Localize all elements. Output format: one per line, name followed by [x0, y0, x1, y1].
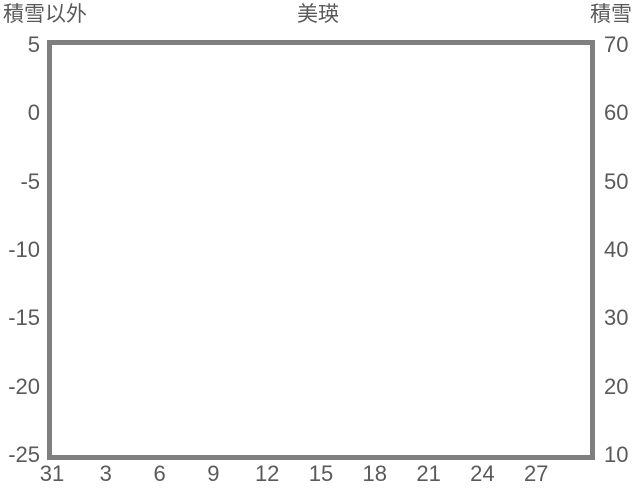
- right-axis-title: 積雪: [590, 3, 632, 26]
- right-axis-tick-label: 40: [604, 237, 629, 262]
- x-axis-tick-label: 3: [99, 461, 112, 486]
- left-axis-tick-label: 5: [27, 32, 40, 57]
- right-axis-tick-label: 70: [604, 32, 629, 57]
- left-axis-tick-label: -20: [8, 373, 40, 399]
- right-axis-tick-label: 10: [604, 442, 629, 467]
- left-axis-title: 積雪以外: [3, 3, 87, 26]
- left-axis-tick-label: -10: [8, 237, 40, 262]
- x-axis-tick-label: 15: [308, 461, 334, 486]
- x-axis-tick-label: 6: [153, 461, 166, 486]
- left-axis-tick-label: -15: [8, 305, 40, 331]
- right-axis-tick-label: 60: [604, 100, 629, 126]
- right-axis-tick-label: 50: [604, 168, 629, 194]
- left-axis-tick-label: -25: [8, 442, 40, 467]
- chart-title: 美瑛: [297, 3, 339, 26]
- x-axis-tick-label: 12: [254, 461, 280, 486]
- x-axis-tick-label: 18: [362, 461, 388, 486]
- plot-frame: [47, 40, 595, 460]
- left-axis-tick-label: -5: [20, 168, 40, 194]
- x-axis-tick-label: 31: [39, 461, 65, 486]
- x-axis-tick-label: 24: [470, 461, 495, 486]
- left-axis-tick-label: 0: [27, 100, 40, 126]
- right-axis-tick-label: 20: [604, 373, 629, 399]
- x-axis-tick-label: 27: [523, 461, 549, 486]
- x-axis-tick-label: 9: [207, 461, 220, 486]
- right-axis-tick-label: 30: [604, 305, 629, 331]
- plot-area: [47, 40, 595, 460]
- x-axis-tick-label: 21: [416, 461, 441, 486]
